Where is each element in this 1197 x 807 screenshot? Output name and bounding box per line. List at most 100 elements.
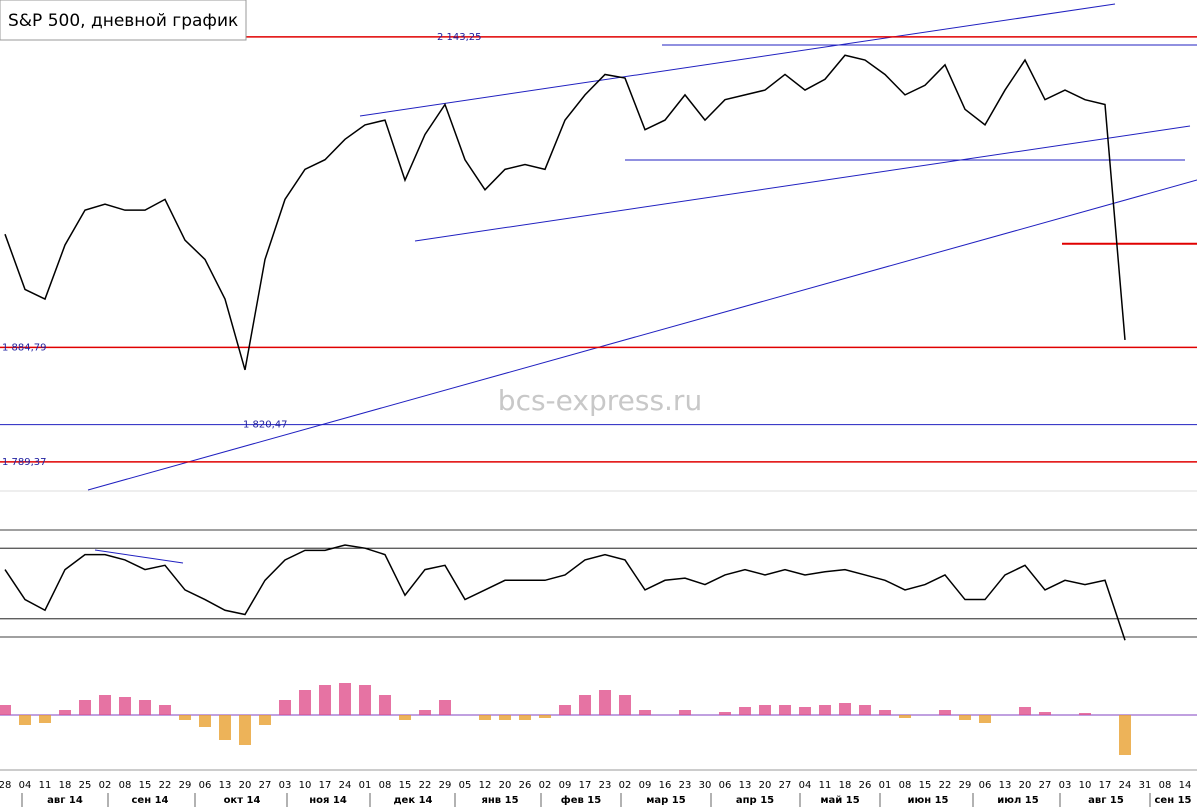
- x-tick-label: 29: [439, 780, 452, 791]
- histogram-bar: [1019, 707, 1031, 715]
- histogram-bar: [439, 700, 451, 715]
- histogram-bar: [419, 710, 431, 715]
- x-tick-label: 08: [119, 780, 132, 791]
- x-tick-label: 26: [859, 780, 872, 791]
- x-tick-label: 02: [99, 780, 112, 791]
- x-tick-label: 13: [219, 780, 232, 791]
- x-tick-label: 11: [39, 780, 52, 791]
- x-tick-label: 01: [359, 780, 372, 791]
- histogram-bar: [739, 707, 751, 715]
- histogram-bar: [799, 707, 811, 715]
- x-tick-label: 23: [599, 780, 612, 791]
- month-label: сен 14: [131, 795, 168, 806]
- x-tick-label: 18: [59, 780, 72, 791]
- x-tick-label: 13: [739, 780, 752, 791]
- histogram-bar: [819, 705, 831, 715]
- histogram-bar: [559, 705, 571, 715]
- trendline: [94, 549, 184, 564]
- trendline: [359, 3, 1116, 117]
- histogram-bar: [539, 715, 551, 718]
- x-tick-label: 06: [199, 780, 212, 791]
- histogram-bar: [199, 715, 211, 727]
- month-label: мар 15: [646, 795, 686, 806]
- histogram-bar: [619, 695, 631, 715]
- x-tick-label: 08: [379, 780, 392, 791]
- x-tick-label: 22: [419, 780, 432, 791]
- trendline: [414, 125, 1191, 242]
- histogram-bar: [1039, 712, 1051, 715]
- month-label: фев 15: [561, 794, 601, 806]
- histogram-bar: [259, 715, 271, 725]
- x-tick-label: 20: [239, 780, 252, 791]
- histogram-bar: [219, 715, 231, 740]
- x-tick-label: 29: [959, 780, 972, 791]
- histogram-bar: [339, 683, 351, 715]
- x-tick-label: 18: [839, 780, 852, 791]
- histogram-bar: [959, 715, 971, 720]
- x-tick-label: 26: [519, 780, 532, 791]
- x-tick-label: 09: [639, 780, 652, 791]
- x-tick-label: 10: [299, 780, 312, 791]
- histogram-bar: [379, 695, 391, 715]
- x-tick-label: 02: [539, 780, 552, 791]
- month-label: сен 15: [1154, 795, 1191, 806]
- x-tick-label: 27: [779, 780, 792, 791]
- histogram-bar: [79, 700, 91, 715]
- histogram-bar: [299, 690, 311, 715]
- x-tick-label: 11: [819, 780, 832, 791]
- month-label: апр 15: [736, 795, 774, 806]
- histogram-bar: [779, 705, 791, 715]
- x-tick-label: 15: [139, 780, 152, 791]
- histogram-bar: [119, 697, 131, 715]
- month-label: янв 15: [481, 795, 518, 806]
- x-tick-label: 16: [659, 780, 672, 791]
- watermark: bcs-express.ru: [498, 384, 702, 417]
- histogram-bar: [519, 715, 531, 720]
- x-tick-label: 29: [179, 780, 192, 791]
- x-tick-label: 15: [919, 780, 932, 791]
- x-tick-label: 24: [339, 780, 352, 791]
- histogram-bar: [899, 715, 911, 718]
- month-label: май 15: [820, 795, 859, 806]
- histogram-bar: [1119, 715, 1131, 755]
- histogram-bar: [19, 715, 31, 725]
- month-label: июл 15: [997, 795, 1038, 806]
- x-tick-label: 12: [479, 780, 492, 791]
- x-tick-label: 06: [979, 780, 992, 791]
- price-line: [4, 54, 1126, 371]
- histogram-bar: [499, 715, 511, 720]
- month-label: июн 15: [907, 795, 948, 806]
- x-tick-label: 25: [79, 780, 92, 791]
- x-tick-label: 30: [699, 780, 712, 791]
- histogram-bar: [979, 715, 991, 723]
- histogram-bar: [99, 695, 111, 715]
- month-label: авг 14: [47, 795, 83, 806]
- x-tick-label: 24: [1119, 780, 1132, 791]
- x-tick-label: 04: [19, 780, 32, 791]
- x-tick-label: 27: [1039, 780, 1052, 791]
- price-level-label: 2 143,25: [437, 32, 482, 43]
- x-tick-label: 23: [679, 780, 692, 791]
- x-tick-label: 17: [319, 780, 332, 791]
- x-tick-label: 01: [879, 780, 892, 791]
- x-tick-label: 02: [619, 780, 632, 791]
- month-label: ноя 14: [309, 795, 347, 806]
- x-tick-label: 17: [1099, 780, 1112, 791]
- price-level-label: 1 884,79: [2, 342, 47, 353]
- chart-title: S&P 500, дневной график: [8, 11, 238, 31]
- x-tick-label: 10: [1079, 780, 1092, 791]
- histogram-bar: [279, 700, 291, 715]
- histogram-bar: [139, 700, 151, 715]
- histogram-bar: [359, 685, 371, 715]
- month-label: дек 14: [393, 795, 432, 806]
- x-tick-label: 20: [1019, 780, 1032, 791]
- month-label: окт 14: [224, 795, 261, 806]
- histogram-bar: [879, 710, 891, 715]
- histogram-bar: [59, 710, 71, 715]
- x-tick-label: 22: [939, 780, 952, 791]
- x-tick-label: 15: [399, 780, 412, 791]
- x-tick-label: 03: [279, 780, 292, 791]
- x-tick-label: 20: [759, 780, 772, 791]
- x-tick-label: 31: [1139, 780, 1152, 791]
